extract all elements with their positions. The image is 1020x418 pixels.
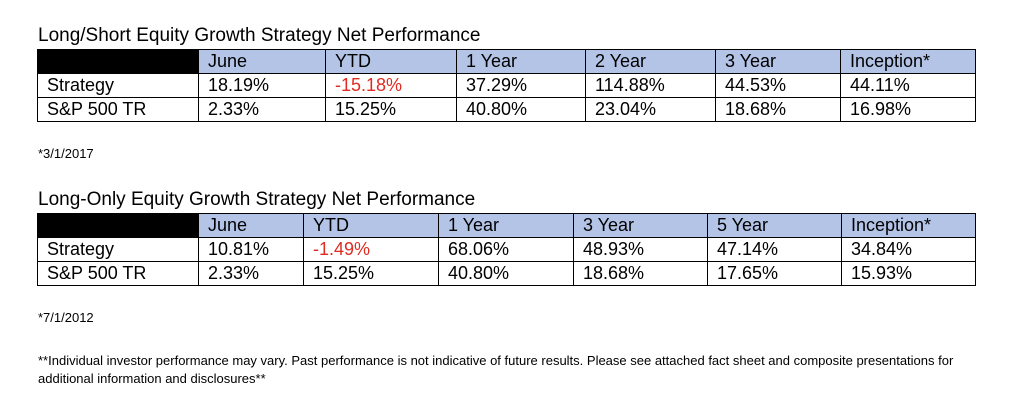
table-cell: 40.80% — [456, 97, 586, 122]
table-cell: 34.84% — [841, 237, 976, 262]
column-header: 1 Year — [438, 213, 574, 238]
table-cell: 37.29% — [456, 73, 586, 98]
table-cell-negative: -1.49% — [303, 237, 439, 262]
table-cell: 114.88% — [585, 73, 716, 98]
table-cell: 68.06% — [438, 237, 574, 262]
table-cell: 16.98% — [840, 97, 976, 122]
table1-title: Long/Short Equity Growth Strategy Net Pe… — [38, 25, 481, 46]
row-label: S&P 500 TR — [37, 97, 199, 122]
column-header: 3 Year — [573, 213, 708, 238]
row-label: Strategy — [37, 73, 199, 98]
table2-title: Long-Only Equity Growth Strategy Net Per… — [38, 189, 476, 210]
table-header-row: June YTD 1 Year 3 Year 5 Year Inception* — [37, 213, 976, 238]
row-label: S&P 500 TR — [37, 261, 199, 286]
table-cell: 23.04% — [585, 97, 716, 122]
header-corner-cell — [37, 49, 199, 74]
column-header: 3 Year — [715, 49, 841, 74]
table-cell-negative: -15.18% — [325, 73, 457, 98]
table-cell: 15.25% — [325, 97, 457, 122]
header-corner-cell — [37, 213, 199, 238]
column-header: June — [198, 49, 326, 74]
table-cell: 17.65% — [707, 261, 842, 286]
table-cell: 15.25% — [303, 261, 439, 286]
table-cell: 18.19% — [198, 73, 326, 98]
long-only-performance-table: June YTD 1 Year 3 Year 5 Year Inception*… — [37, 213, 976, 286]
column-header: Inception* — [841, 213, 976, 238]
table1-footnote: *3/1/2017 — [38, 146, 94, 161]
column-header: YTD — [303, 213, 439, 238]
column-header: 1 Year — [456, 49, 586, 74]
table-cell: 15.93% — [841, 261, 976, 286]
table-cell: 18.68% — [573, 261, 708, 286]
table-cell: 47.14% — [707, 237, 842, 262]
column-header: Inception* — [840, 49, 976, 74]
table-header-row: June YTD 1 Year 2 Year 3 Year Inception* — [37, 49, 976, 74]
column-header: 5 Year — [707, 213, 842, 238]
disclaimer-text: **Individual investor performance may va… — [38, 353, 954, 386]
column-header: YTD — [325, 49, 457, 74]
table-cell: 40.80% — [438, 261, 574, 286]
column-header: 2 Year — [585, 49, 716, 74]
table-cell: 44.53% — [715, 73, 841, 98]
column-header: June — [198, 213, 304, 238]
table-cell: 2.33% — [198, 261, 304, 286]
table-row: Strategy 10.81% -1.49% 68.06% 48.93% 47.… — [37, 237, 976, 262]
table2-footnote: *7/1/2012 — [38, 310, 94, 325]
table-row: S&P 500 TR 2.33% 15.25% 40.80% 18.68% 17… — [37, 261, 976, 286]
table-row: Strategy 18.19% -15.18% 37.29% 114.88% 4… — [37, 73, 976, 98]
table-row: S&P 500 TR 2.33% 15.25% 40.80% 23.04% 18… — [37, 97, 976, 122]
table-cell: 48.93% — [573, 237, 708, 262]
row-label: Strategy — [37, 237, 199, 262]
table-cell: 2.33% — [198, 97, 326, 122]
table-cell: 10.81% — [198, 237, 304, 262]
table-cell: 18.68% — [715, 97, 841, 122]
table-cell: 44.11% — [840, 73, 976, 98]
long-short-performance-table: June YTD 1 Year 2 Year 3 Year Inception*… — [37, 49, 976, 122]
